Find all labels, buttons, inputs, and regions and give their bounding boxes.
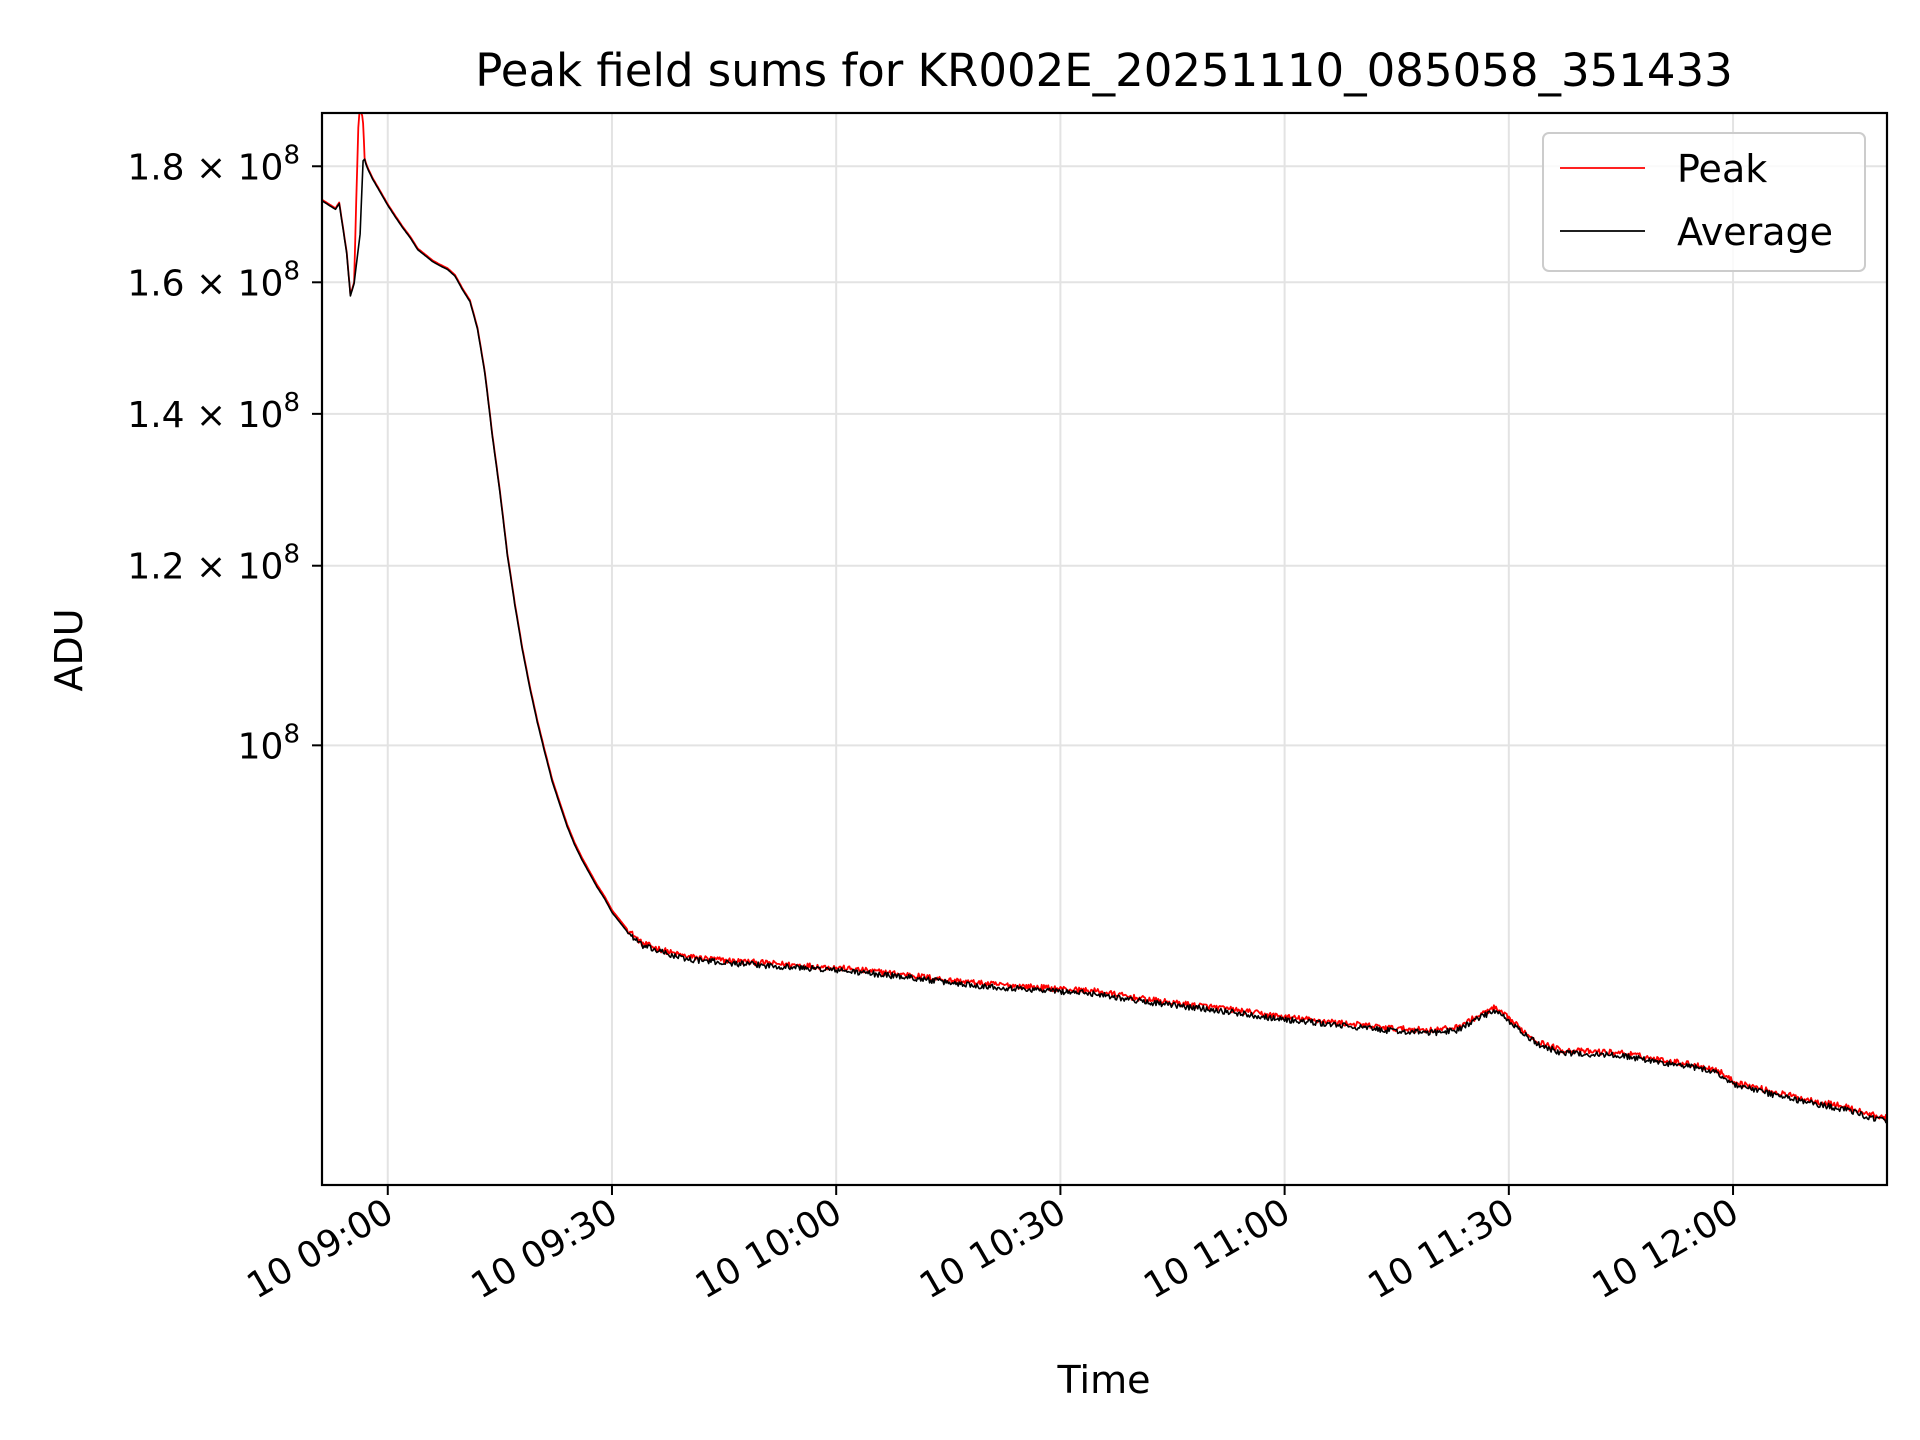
y-tick-label: 1.6 × 108: [127, 256, 300, 304]
legend: Peak Average: [1542, 132, 1866, 272]
x-axis-label: Time: [1057, 1358, 1151, 1402]
y-tick-label: 1.2 × 108: [127, 540, 300, 588]
grid: [322, 113, 1887, 1185]
y-tick-label: 108: [238, 719, 300, 767]
chart-title: Peak field sums for KR002E_20251110_0850…: [475, 44, 1733, 97]
y-tick-label: 1.8 × 108: [127, 140, 300, 188]
y-axis-ticks: 108 1.2 × 108 1.4 × 108 1.6 × 108 1.8 × 108: [127, 140, 322, 767]
legend-average-label: Average: [1677, 210, 1833, 254]
series-line-average: [321, 158, 1888, 1124]
y-axis-label: ADU: [47, 608, 91, 691]
series-layer: [321, 112, 1888, 1124]
legend-peak-label: Peak: [1677, 147, 1767, 191]
plot-frame: [320, 111, 1889, 1187]
y-tick-label: 1.4 × 108: [127, 388, 300, 436]
